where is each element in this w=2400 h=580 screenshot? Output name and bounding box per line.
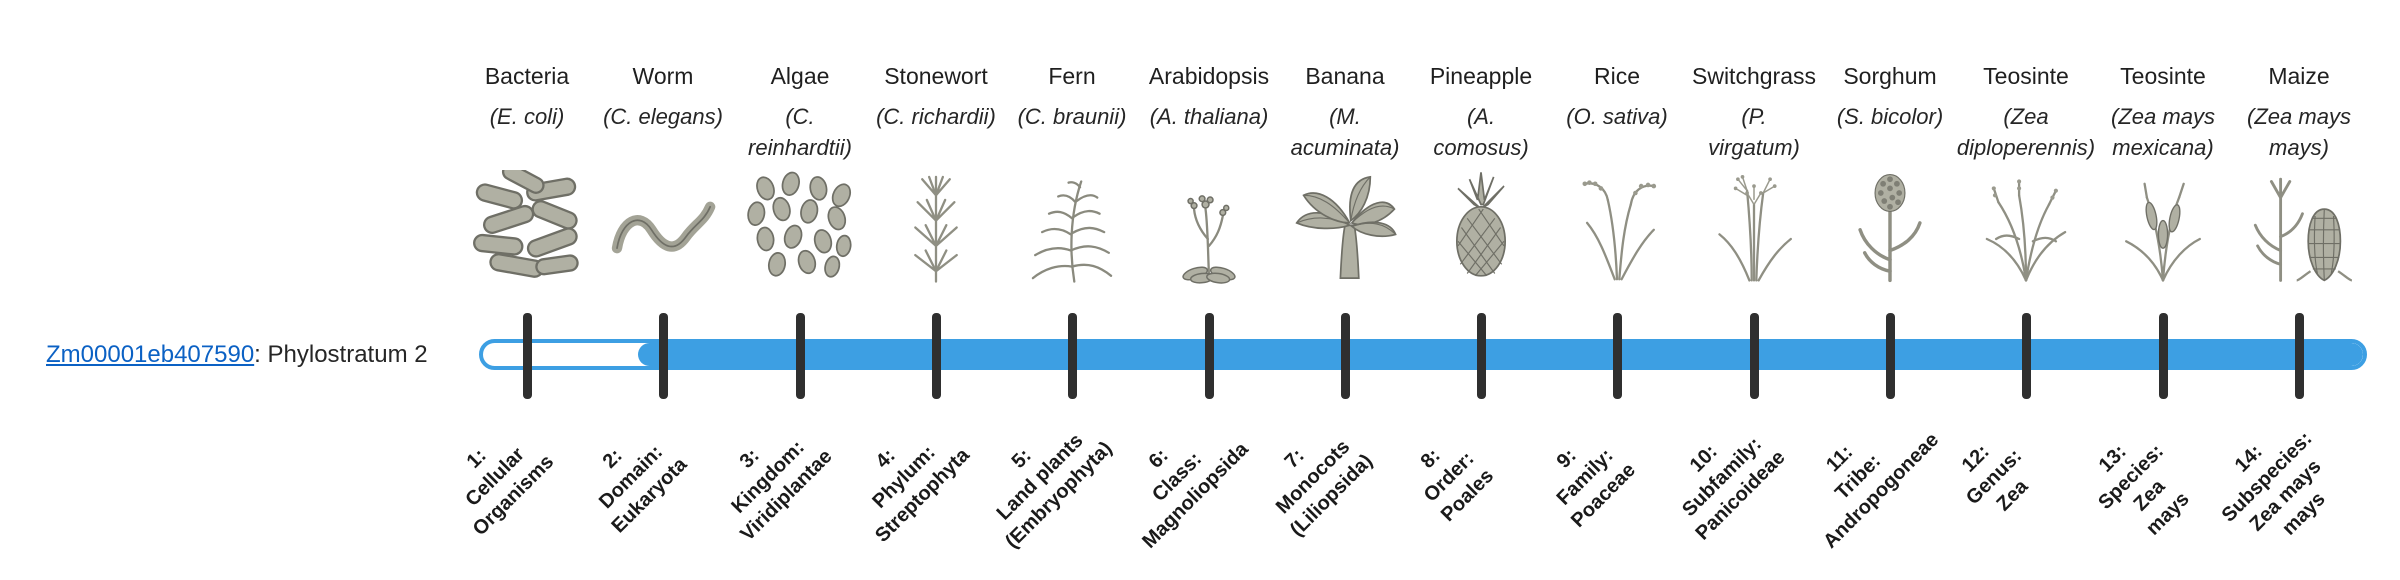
bacteria-icon bbox=[469, 170, 585, 285]
teosinte-mexicana-icon bbox=[2105, 170, 2221, 285]
taxon-scientific-name: (Zea mays mays) bbox=[2247, 104, 2351, 161]
tick-mark bbox=[1613, 313, 1622, 399]
stratum-label: 14: Subspecies: Zea mays mays bbox=[2217, 427, 2330, 540]
stratum-label: 11: Tribe: Andropogoneae bbox=[1819, 428, 1944, 553]
taxon-common-name: Arabidopsis bbox=[1148, 63, 1270, 89]
stratum-label: 13: Species: Zea mays bbox=[2094, 440, 2194, 540]
stratum-label: 9: Family: Poaceae bbox=[1552, 444, 1640, 532]
taxon-common-name: Maize bbox=[2268, 63, 2330, 89]
taxon-common-name: Sorghum bbox=[1843, 63, 1937, 89]
taxon-common-name: Banana bbox=[1305, 63, 1385, 89]
stratum-label: 4: Phylum: Streptophyta bbox=[868, 441, 974, 547]
tick-mark bbox=[2295, 313, 2304, 399]
taxon-common-name: Switchgrass bbox=[1692, 63, 1816, 89]
arabidopsis-icon bbox=[1151, 170, 1267, 285]
tick-mark bbox=[2159, 313, 2168, 399]
taxon-scientific-name: (C. richardii) bbox=[876, 104, 996, 129]
fern-icon bbox=[1014, 170, 1130, 285]
stratum-label: 5: Land plants (Embryophyta) bbox=[992, 429, 1117, 553]
tick-mark bbox=[1477, 313, 1486, 399]
taxon-common-name: Rice bbox=[1593, 63, 1640, 89]
tick-mark bbox=[523, 313, 532, 399]
stratum-label: 7: Monocots (Liliopsida) bbox=[1271, 435, 1377, 541]
worm-icon bbox=[605, 170, 721, 285]
taxon-scientific-name: (C. reinhardtii) bbox=[748, 104, 852, 161]
tick-mark bbox=[1886, 313, 1895, 399]
phylostratum-bar bbox=[479, 339, 2367, 370]
rice-icon bbox=[1559, 170, 1675, 285]
gene-link[interactable]: Zm00001eb407590 bbox=[46, 341, 255, 368]
taxon-common-name: Teosinte bbox=[1983, 63, 2069, 89]
tick-mark bbox=[659, 313, 668, 399]
tick-mark bbox=[1068, 313, 1077, 399]
taxon-scientific-name: (C. elegans) bbox=[603, 104, 723, 129]
taxon-scientific-name: (M. acuminata) bbox=[1290, 104, 1400, 161]
taxon-scientific-name: (Zea diploperennis) bbox=[1956, 104, 2096, 161]
switchgrass-icon bbox=[1696, 170, 1812, 285]
stratum-label: 6: Class: Magnoliopsida bbox=[1138, 438, 1253, 553]
taxon-scientific-name: (C. braunii) bbox=[1017, 104, 1127, 129]
taxon-scientific-name: (Zea mays mexicana) bbox=[2111, 104, 2215, 161]
taxon-scientific-name: (O. sativa) bbox=[1566, 104, 1668, 129]
stratum-label: 1: Cellular Organisms bbox=[461, 443, 559, 541]
tick-mark bbox=[932, 313, 941, 399]
stratum-label: 10: Subfamily: Panicoideae bbox=[1678, 433, 1790, 545]
stratum-label: 2: Domain: Eukaryota bbox=[595, 441, 692, 538]
taxon-common-name: Pineapple bbox=[1429, 63, 1533, 89]
taxon-common-name: Worm bbox=[632, 63, 694, 89]
taxon-common-name: Bacteria bbox=[484, 63, 570, 89]
phylostratum-bar-fill bbox=[638, 343, 2363, 366]
taxon-common-name: Fern bbox=[1048, 63, 1096, 89]
teosinte-icon bbox=[1968, 170, 2084, 285]
taxon-scientific-name: (P. virgatum) bbox=[1708, 104, 1800, 161]
taxon-scientific-name: (S. bicolor) bbox=[1836, 104, 1944, 129]
sorghum-icon bbox=[1832, 170, 1948, 285]
stratum-label: 8: Order: Poales bbox=[1416, 444, 1499, 527]
tick-mark bbox=[796, 313, 805, 399]
tick-mark bbox=[1750, 313, 1759, 399]
pineapple-icon bbox=[1423, 170, 1539, 285]
stratum-label: 12: Genus: Zea bbox=[1957, 440, 2033, 516]
gene-phylostratum-text: : Phylostratum 2 bbox=[254, 341, 428, 368]
maize-icon bbox=[2241, 170, 2357, 285]
taxon-common-name: Teosinte bbox=[2120, 63, 2206, 89]
taxon-scientific-name: (A. comosus) bbox=[1433, 104, 1529, 161]
tick-mark bbox=[1205, 313, 1214, 399]
tick-mark bbox=[2022, 313, 2031, 399]
taxon-scientific-name: (A. thaliana) bbox=[1149, 104, 1269, 129]
gene-label: Zm00001eb407590: Phylostratum 2 bbox=[46, 341, 428, 369]
taxon-common-name: Algae bbox=[770, 63, 830, 89]
algae-icon bbox=[742, 170, 858, 285]
stonewort-icon bbox=[878, 170, 994, 285]
stratum-label: 3: Kingdom: Viridiplantae bbox=[727, 436, 837, 546]
banana-icon bbox=[1287, 170, 1403, 285]
tick-mark bbox=[1341, 313, 1350, 399]
taxon-common-name: Stonewort bbox=[884, 63, 988, 89]
taxon-scientific-name: (E. coli) bbox=[489, 104, 565, 129]
